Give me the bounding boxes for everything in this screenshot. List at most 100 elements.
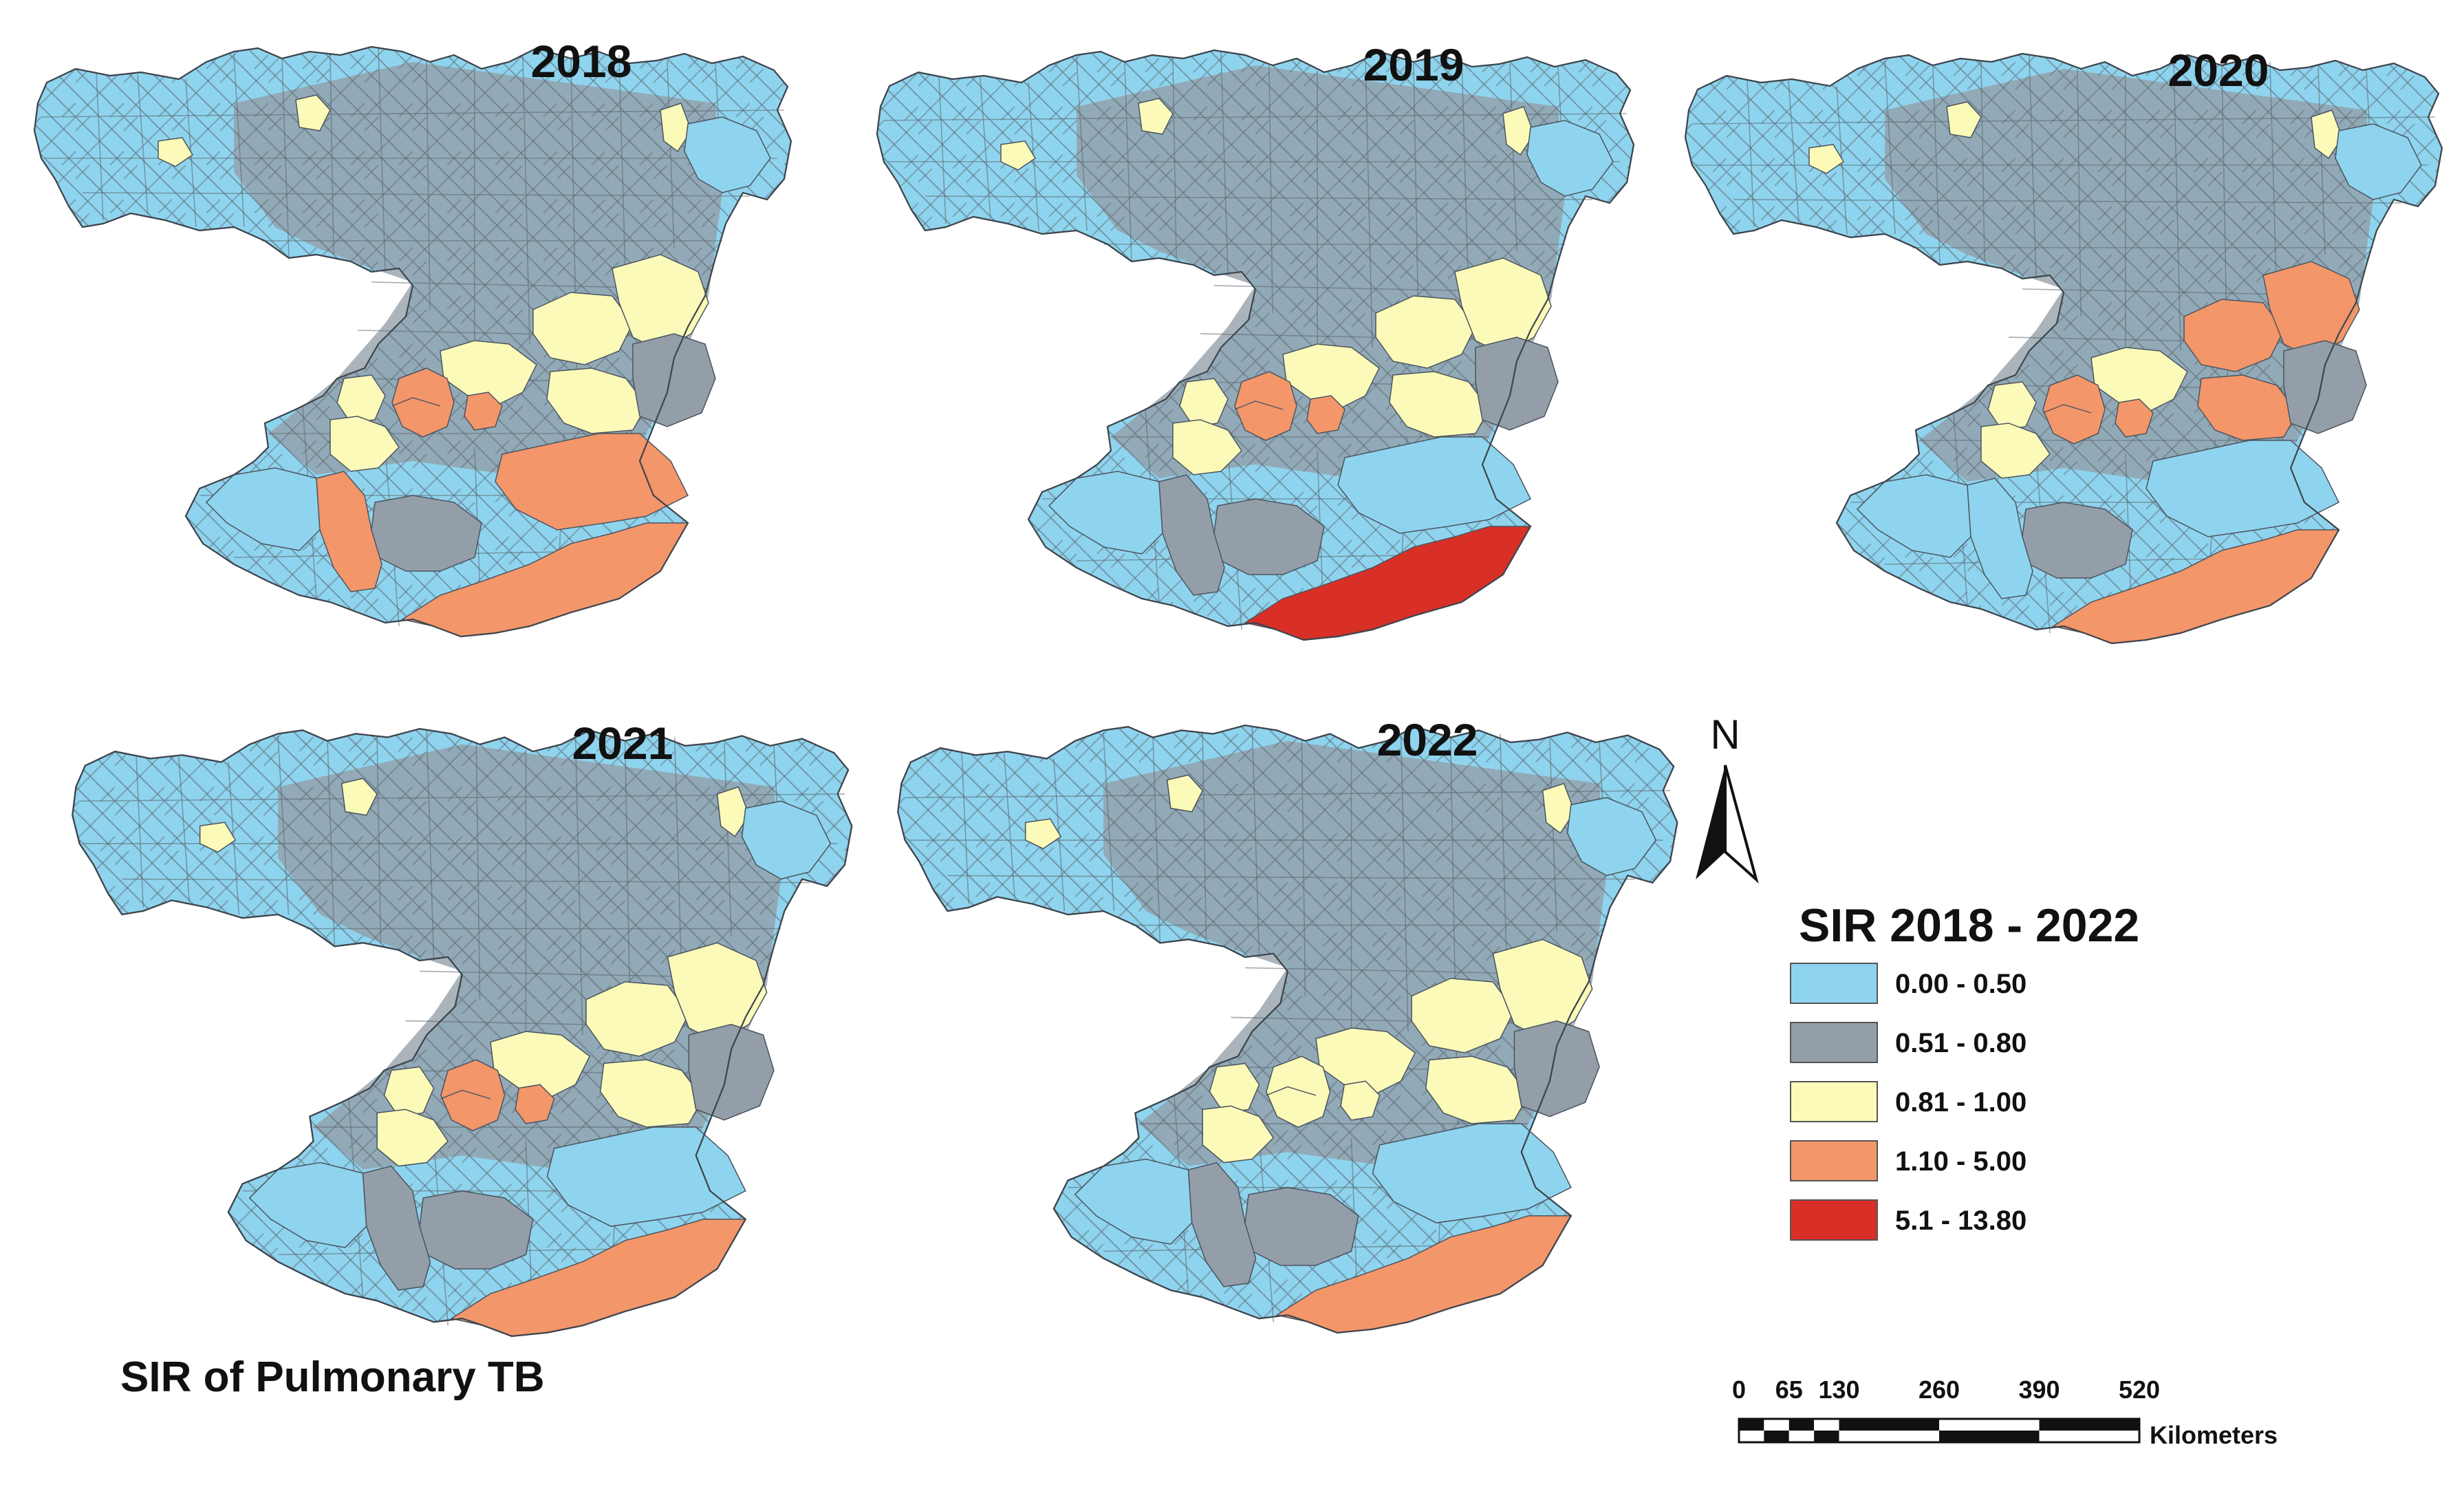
boundary-line bbox=[1172, 56, 1177, 259]
boundary-line bbox=[1788, 81, 1800, 222]
scale-tick-label: 260 bbox=[1919, 1376, 1960, 1404]
district-smallY1 bbox=[295, 94, 331, 131]
district-west-coast bbox=[362, 1165, 431, 1291]
district-west-coast bbox=[1158, 474, 1225, 596]
map-panel-2020 bbox=[1684, 52, 2443, 645]
map-panels bbox=[33, 45, 2443, 1338]
district-smallY1 bbox=[341, 778, 378, 816]
boundary-line bbox=[1220, 51, 1229, 276]
district-smallY2 bbox=[199, 822, 237, 853]
boundary-line bbox=[376, 736, 382, 943]
boundary-line bbox=[177, 757, 191, 902]
district-eastC bbox=[440, 340, 537, 407]
district-west-coast bbox=[1187, 1162, 1257, 1287]
district-southW bbox=[248, 1162, 367, 1248]
legend-swatch bbox=[1790, 1081, 1878, 1122]
scale-bar-segment bbox=[2039, 1419, 2139, 1431]
district-eastC bbox=[1315, 1027, 1416, 1096]
district-eastB bbox=[667, 942, 768, 1043]
scale-bar-segment bbox=[1814, 1431, 1839, 1442]
boundary-line bbox=[1301, 740, 1306, 996]
district-smallY3 bbox=[716, 786, 750, 837]
scale-bar: 0 65 130 260 390 520 Kilometers bbox=[1732, 1376, 2278, 1449]
district-eastA bbox=[585, 981, 690, 1057]
district-central-hotspot bbox=[391, 367, 455, 438]
boundary-line bbox=[2173, 61, 2181, 352]
boundary-line bbox=[947, 875, 1635, 880]
district-central-hotspot bbox=[1266, 1056, 1331, 1128]
boundary-line bbox=[938, 75, 947, 224]
year-label-2021: 2021 bbox=[572, 718, 673, 769]
scale-bar-segment bbox=[1764, 1419, 1789, 1431]
legend-item: 0.81 - 1.00 bbox=[1790, 1081, 2027, 1122]
legend-label: 0.00 - 0.50 bbox=[1895, 969, 2027, 999]
country-outline bbox=[897, 724, 1678, 1334]
district-southW bbox=[205, 467, 321, 551]
map-panel-2022 bbox=[897, 724, 1678, 1334]
district-central-hotspot-2 bbox=[2115, 398, 2154, 438]
district-eastB bbox=[612, 254, 709, 352]
legend-title: SIR 2018 - 2022 bbox=[1799, 899, 2139, 952]
legend-item: 0.00 - 0.50 bbox=[1790, 963, 2027, 1004]
district-central-hotspot bbox=[440, 1059, 506, 1132]
map-panel-2018 bbox=[33, 45, 792, 638]
legend-swatch bbox=[1790, 1140, 1878, 1181]
year-label-2019: 2019 bbox=[1363, 39, 1465, 90]
boundary-line bbox=[137, 74, 149, 215]
scale-bar-segment bbox=[1939, 1431, 2040, 1442]
district-southW bbox=[1856, 474, 1971, 558]
scale-unit: Kilometers bbox=[2150, 1421, 2278, 1449]
district-eastB bbox=[2262, 261, 2360, 358]
district-central-hotspot bbox=[1234, 371, 1297, 441]
year-label-2020: 2020 bbox=[2168, 45, 2269, 96]
legend-items: 0.00 - 0.50 0.51 - 0.80 0.81 - 1.00 1.10 - … bbox=[1790, 963, 2027, 1241]
boundary-line bbox=[1251, 727, 1260, 957]
district-west-coast bbox=[316, 471, 382, 592]
district-central-hotspot-2 bbox=[1306, 395, 1346, 434]
district-smallY1 bbox=[1138, 98, 1174, 135]
district-central-hotspot bbox=[2042, 374, 2106, 445]
district-smallY2 bbox=[1000, 140, 1037, 171]
boundary-line bbox=[2077, 68, 2082, 317]
boundary-line bbox=[96, 72, 104, 221]
district-grayNE bbox=[741, 800, 832, 880]
boundary-line bbox=[1400, 734, 1409, 1032]
legend-swatch bbox=[1790, 1199, 1878, 1241]
district-eastD bbox=[546, 367, 647, 434]
north-arrow-icon bbox=[1696, 765, 1725, 879]
boundary-line bbox=[391, 397, 441, 407]
boundary-line bbox=[1747, 78, 1755, 228]
legend-item: 0.51 - 0.80 bbox=[1790, 1022, 2027, 1063]
district-smallY3 bbox=[1502, 106, 1535, 156]
boundary-line bbox=[1549, 739, 1558, 932]
boundary-line bbox=[233, 53, 245, 228]
boundary-line bbox=[2269, 61, 2278, 303]
district-smallY3 bbox=[2311, 109, 2343, 160]
district-eastA bbox=[2183, 299, 2284, 372]
boundary-line bbox=[426, 61, 431, 310]
boundary-line bbox=[426, 730, 435, 961]
district-yellowC bbox=[1980, 422, 2051, 479]
boundary-line bbox=[1365, 58, 1373, 348]
country-outline bbox=[1684, 52, 2443, 645]
boundary-line bbox=[1461, 58, 1469, 300]
boundary-line bbox=[475, 744, 481, 1000]
legend-swatch bbox=[1790, 963, 1878, 1004]
district-smallY3 bbox=[1542, 782, 1575, 834]
district-eastA bbox=[1411, 978, 1515, 1053]
scale-bar-border bbox=[1738, 1417, 2141, 1444]
north-arrow: N bbox=[1696, 711, 1759, 884]
boundary-line bbox=[574, 737, 583, 1036]
boundary-line bbox=[618, 54, 627, 297]
district-smallY2 bbox=[158, 137, 194, 167]
scale-tick-label: 65 bbox=[1775, 1376, 1803, 1404]
scale-bar-segment bbox=[1764, 1431, 1789, 1442]
scale-bar-segment bbox=[1788, 1431, 1815, 1442]
district-eastD bbox=[599, 1059, 704, 1128]
scale-tick-label: 390 bbox=[2018, 1376, 2060, 1404]
scale-bar-segment bbox=[1939, 1419, 2040, 1431]
scale-bar-segment bbox=[1739, 1431, 1764, 1442]
district-eastBig bbox=[688, 1023, 775, 1121]
district-yellowW2 bbox=[336, 374, 386, 424]
scale-bar-segment bbox=[1814, 1419, 1839, 1431]
